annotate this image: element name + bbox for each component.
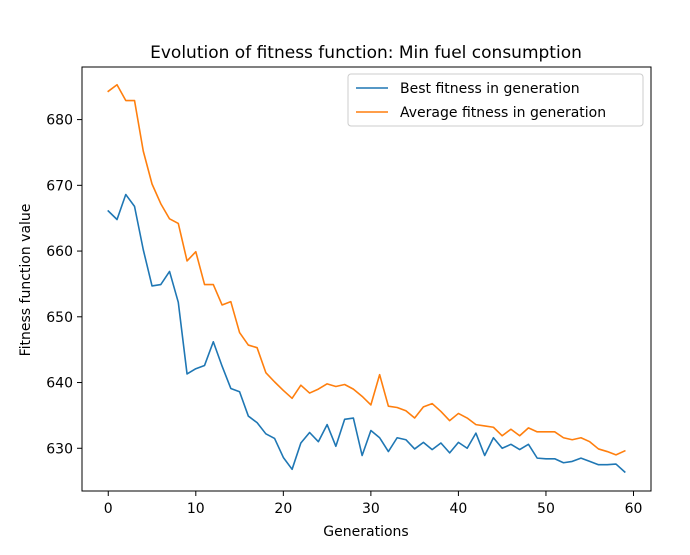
x-axis: 0 10 20 30 40 50 60 <box>104 491 643 517</box>
x-tick-label: 20 <box>274 501 292 517</box>
series-line-best-fitness <box>107 193 626 474</box>
x-tick-label: 40 <box>450 501 468 517</box>
y-tick-label: 650 <box>46 310 73 326</box>
y-tick-label: 660 <box>46 244 73 260</box>
legend-label: Best fitness in generation <box>400 81 580 97</box>
x-tick-label: 60 <box>625 501 643 517</box>
y-tick-label: 670 <box>46 178 73 194</box>
x-axis-title: Generations <box>323 524 408 540</box>
y-tick-label: 680 <box>46 113 73 129</box>
x-tick-label: 30 <box>362 501 380 517</box>
axes-frame <box>81 66 652 492</box>
legend-box <box>347 73 644 127</box>
series-line-average-fitness <box>107 83 626 456</box>
legend: Best fitness in generation Average fitnes… <box>347 73 644 127</box>
y-axis: 630 640 650 660 670 680 <box>46 113 82 457</box>
legend-label: Average fitness in generation <box>400 105 606 121</box>
y-tick-label: 630 <box>46 441 73 457</box>
y-axis-title: Fitness function value <box>18 204 34 357</box>
x-tick-label: 0 <box>104 501 113 517</box>
chart-title: Evolution of fitness function: Min fuel … <box>150 43 582 63</box>
plot-area <box>107 83 626 474</box>
x-tick-label: 10 <box>187 501 205 517</box>
x-tick-label: 50 <box>537 501 555 517</box>
y-tick-label: 640 <box>46 376 73 392</box>
